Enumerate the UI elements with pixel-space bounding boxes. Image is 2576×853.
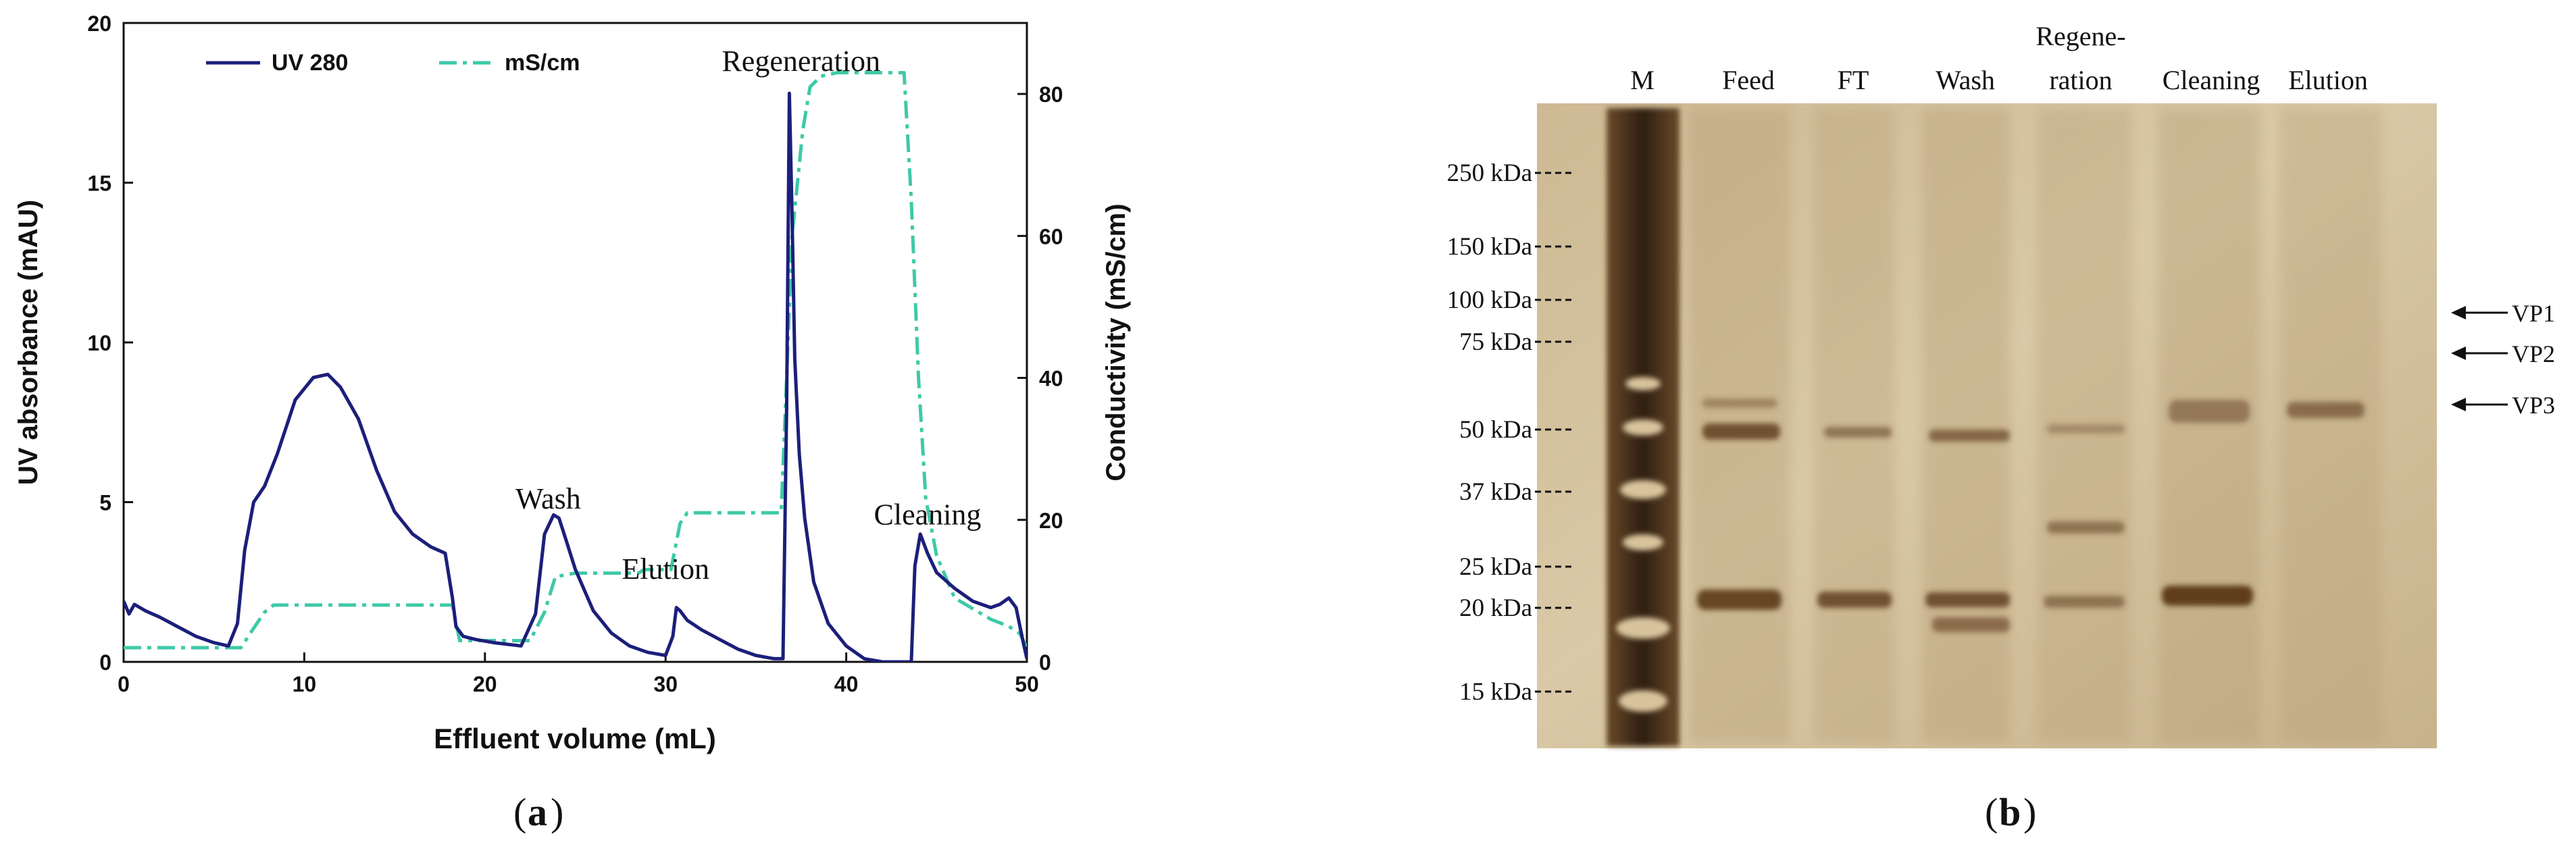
y2-tick-label: 40 (1039, 367, 1063, 391)
mw-marker-20: 20 kDa (1459, 594, 1574, 622)
mw-marker-37: 37 kDa (1459, 478, 1574, 506)
caption-open-paren: ( (513, 790, 526, 834)
mw-marker-label: 100 kDa (1447, 286, 1532, 314)
series-line-uv280 (124, 91, 1027, 662)
vp2-label: VP2 (2512, 340, 2555, 367)
mw-marker-label: 15 kDa (1459, 678, 1532, 706)
gel-image (1537, 103, 2437, 748)
y-axis-label: UV absorbance (mAU) (14, 200, 43, 485)
arrow-head-icon (2451, 306, 2466, 319)
plot-frame (122, 22, 1028, 663)
legend: UV 280 mS/cm (206, 50, 580, 76)
mw-marker-15: 15 kDa (1459, 678, 1574, 706)
y-tick-label: 15 (87, 172, 111, 196)
x-tick-label: 0 (118, 672, 130, 696)
y-tick-label: 0 (99, 650, 111, 675)
arrow-vp3: VP3 (2451, 392, 2555, 419)
arrow-vp1: VP1 (2451, 300, 2555, 327)
caption-b: ( b ) (1985, 790, 2036, 834)
legend-label-uv280: UV 280 (272, 50, 348, 76)
mw-marker-150: 150 kDa (1447, 233, 1574, 261)
mw-marker-label: 150 kDa (1447, 233, 1532, 261)
arrow-head-icon (2451, 398, 2466, 411)
lane-label-feed: Feed (1722, 65, 1775, 95)
x-tick-label: 10 (293, 672, 317, 696)
vp1-label: VP1 (2512, 300, 2555, 327)
lane-label-wash: Wash (1936, 65, 1995, 95)
y2-axis-label: Conductivity (mS/cm) (1101, 203, 1131, 481)
lane-labels: M Feed FT Wash Regene- ration Cleaning E… (1630, 21, 2368, 95)
x-axis-label: Effluent volume (mL) (434, 723, 716, 754)
caption-a: ( a ) (513, 790, 563, 834)
chart-series (124, 71, 1027, 662)
y2-tick-label: 20 (1039, 509, 1063, 533)
x-tick-label: 30 (653, 672, 678, 696)
lane-label-elution: Elution (2288, 65, 2368, 95)
caption-close-paren: ) (2023, 790, 2036, 834)
y2-tick-label: 80 (1039, 82, 1063, 107)
mw-marker-label: 250 kDa (1447, 159, 1532, 187)
lane-label-m: M (1630, 65, 1655, 95)
x-tick-label: 40 (834, 672, 859, 696)
annotation-wash: Wash (515, 482, 581, 515)
mw-markers: 250 kDa 150 kDa 100 kDa 75 kDa 50 kDa 37… (1447, 159, 1574, 706)
mw-marker-75: 75 kDa (1459, 328, 1574, 356)
mw-marker-250: 250 kDa (1447, 159, 1574, 187)
mw-marker-label: 75 kDa (1459, 328, 1532, 356)
lane-label-regeneration-line1: Regene- (2036, 21, 2125, 51)
mw-marker-label: 25 kDa (1459, 553, 1532, 581)
legend-label-conductivity: mS/cm (505, 50, 580, 76)
annotation-regeneration: Regeneration (722, 45, 880, 78)
annotation-elution: Elution (622, 552, 709, 586)
caption-letter-a: a (528, 790, 547, 834)
mw-marker-label: 37 kDa (1459, 478, 1532, 506)
y-tick-label: 10 (87, 331, 111, 355)
arrow-vp2: VP2 (2451, 340, 2555, 367)
vp3-label: VP3 (2512, 392, 2555, 419)
y2-tick-label: 0 (1039, 650, 1051, 675)
y-tick-label: 5 (99, 491, 111, 515)
y2-tick-label: 60 (1039, 224, 1063, 249)
annotation-cleaning: Cleaning (874, 498, 982, 532)
mw-marker-50: 50 kDa (1459, 416, 1574, 444)
protein-arrows: VP1 VP2 VP3 (2451, 300, 2555, 419)
mw-marker-label: 20 kDa (1459, 594, 1532, 622)
arrow-head-icon (2451, 346, 2466, 360)
series-line-conductivity (124, 71, 1027, 650)
mw-marker-100: 100 kDa (1447, 286, 1574, 314)
y-tick-label: 20 (87, 11, 111, 36)
lane-label-cleaning: Cleaning (2163, 65, 2260, 95)
lane-label-regeneration-line2: ration (2049, 65, 2112, 95)
caption-open-paren: ( (1985, 790, 1998, 834)
mw-marker-label: 50 kDa (1459, 416, 1532, 444)
sds-page-gel-figure: M Feed FT Wash Regene- ration Cleaning E… (1447, 21, 2555, 834)
chart-annotations: Regeneration Wash Elution Cleaning (515, 45, 981, 586)
lane-label-ft: FT (1838, 65, 1869, 95)
mw-marker-25: 25 kDa (1459, 553, 1574, 581)
caption-close-paren: ) (551, 790, 563, 834)
x-tick-label: 50 (1015, 672, 1039, 696)
caption-letter-b: b (1999, 790, 2021, 834)
x-tick-label: 20 (473, 672, 497, 696)
